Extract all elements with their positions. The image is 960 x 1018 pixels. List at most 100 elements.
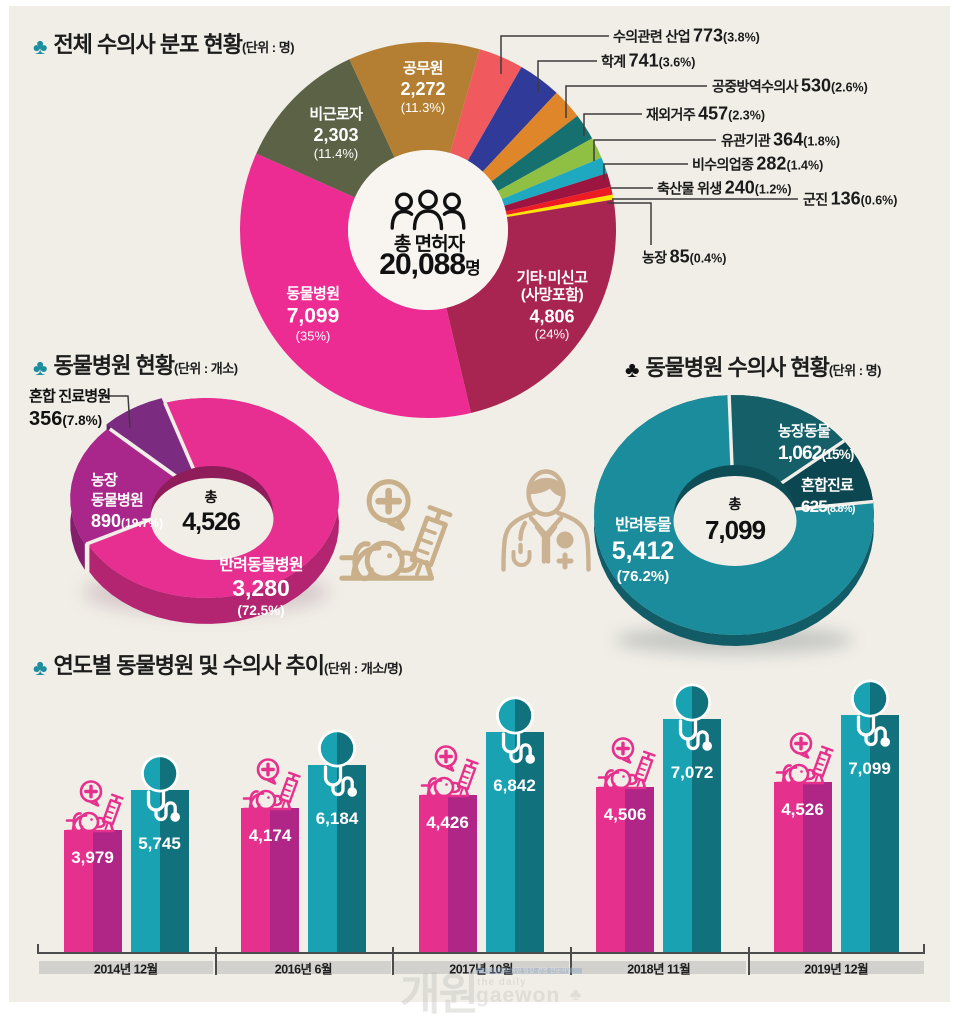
watermark: 개원 수의사를 위한 임상·경영 전문저널 the daily gaewon ♣ — [400, 958, 745, 1018]
callout-hakgye: 학계 741(3.6%) — [601, 50, 696, 71]
watermark-ribbon: 수의사를 위한 임상·경영 전문저널 — [476, 968, 583, 974]
donut-segment-2303 — [256, 59, 395, 198]
axis-tick — [214, 947, 217, 975]
section3-title-text: 연도별 동물병원 및 수의사 추이 — [53, 653, 325, 678]
total-vets-donut-chart — [240, 35, 798, 418]
people-icon — [390, 189, 466, 231]
vet-stethoscope-icon — [850, 679, 892, 749]
donut-segment-457 — [491, 115, 593, 191]
dog-syringe-icon — [774, 731, 834, 785]
slice-label-gita: 기타·미신고 (사망포함) 4,806 (24%) — [516, 269, 589, 342]
axis-tick — [392, 947, 395, 975]
donut-segment-240 — [504, 173, 611, 212]
x-axis-line — [37, 952, 925, 954]
label-honhap-vets: 혼합진료 625(8.8%) — [801, 477, 855, 516]
total-license-label: 총 면허자 — [393, 234, 465, 255]
clover-icon: ♣ — [33, 34, 48, 59]
donut-segment-4806 — [446, 199, 616, 414]
callout-jaeoegeoju: 재외거주 457(2.3%) — [646, 103, 765, 124]
section3-unit: (단위 : 개소/명) — [324, 661, 403, 676]
section2a-title: ♣ 동물병원 현황(단위 : 개소) — [33, 348, 238, 380]
donut-segment-282 — [501, 157, 608, 206]
axis-label: 2016년 6월 — [274, 962, 333, 976]
watermark-daily: the daily — [477, 977, 527, 988]
bar-value-vets: 6,842 — [493, 776, 536, 795]
callout-leader-line — [583, 113, 642, 136]
section2b-unit: (단위 : 명) — [828, 363, 882, 378]
callout-leader-line — [565, 85, 707, 118]
label-nongjang-hospital: 농장 동물병원 890(19.7%) — [91, 472, 164, 531]
bar-value-hospitals: 3,979 — [71, 848, 114, 867]
donut-segment-85 — [506, 194, 614, 218]
donut1-center-value: 20,088명 — [379, 248, 480, 282]
bar-value-vets: 7,072 — [670, 763, 714, 782]
donut-segment-2272 — [349, 42, 480, 158]
honhap-leader-line — [104, 395, 131, 429]
watermark-gaewon-korean: 개원 — [400, 970, 479, 1018]
section1-title: ♣ 전체 수의사 분포 현황(단위 : 명) — [33, 27, 295, 59]
donut-segment-530 — [482, 92, 578, 182]
bar-hospitals-2014년 12월 — [63, 830, 122, 952]
axis-label: 2018년 11월 — [627, 962, 691, 976]
bar-value-vets: 5,745 — [138, 834, 181, 853]
axis-band: 2019년 12월 — [749, 961, 924, 976]
axis-label: 2019년 12월 — [804, 962, 869, 976]
bar-value-hospitals: 4,174 — [248, 826, 292, 845]
bar-vets-2018년 11월 — [663, 719, 721, 952]
pie2a-center: 총 4,526 — [182, 489, 241, 536]
watermark-clover-icon: ♣ — [570, 985, 582, 1004]
bar-vets-2019년 12월 — [840, 715, 899, 952]
section3-title: ♣ 연도별 동물병원 및 수의사 추이(단위 : 개소/명) — [33, 648, 403, 680]
donut-segment-7099 — [240, 153, 471, 418]
dog-syringe-icon — [419, 744, 479, 798]
axis-tick — [37, 944, 39, 954]
label-ballyeo-hospital: 반려동물병원 3,280 (72.5%) — [219, 557, 303, 618]
dog-syringe-icon — [597, 736, 657, 790]
dog-syringe-icon — [336, 469, 450, 583]
bar-value-hospitals: 4,426 — [426, 813, 469, 832]
axis-tick — [747, 947, 750, 975]
slice-label-gongmuwon: 공무원 2,272 (11.3%) — [400, 60, 446, 115]
axis-label: 2017년 10월 — [449, 962, 513, 976]
clover-icon: ♣ — [625, 357, 640, 382]
callout-chuksanmul: 축산물 위생 240(1.2%) — [657, 177, 792, 198]
donut-segment-364 — [497, 138, 602, 200]
callout-suuigwallyeon: 수의관련 산업 773(3.8%) — [613, 25, 760, 46]
clover-icon: ♣ — [33, 655, 48, 680]
axis-tick — [570, 947, 572, 975]
callout-bisuui: 비수의업종 282(1.4%) — [692, 153, 824, 174]
axis-band: 2016년 6월 — [216, 961, 391, 976]
label-ballyeo-vets: 반려동물 5,412 (76.2%) — [611, 517, 675, 586]
axis-label: 2014년 12월 — [93, 962, 158, 976]
section2b-title: ♣ 동물병원 수의사 현황(단위 : 명) — [625, 350, 881, 382]
axis-band: 2017년 10월 — [393, 961, 569, 976]
callout-gongjungbangyeok: 공중방역수의사 530(2.6%) — [712, 75, 868, 96]
donut-segment-741 — [467, 66, 557, 172]
pie3d-top-356 — [106, 398, 203, 494]
axis-band: 2018년 11월 — [571, 961, 746, 976]
callout-yugwangigwan: 유관기관 364(1.8%) — [721, 129, 840, 150]
donut1-center-label: 총 면허자 — [393, 229, 465, 256]
callout-leader-line — [603, 163, 688, 179]
veterinarian-icon — [501, 469, 591, 572]
total-license-value: 20,088 — [379, 248, 466, 281]
hospital-vets-donut-chart — [594, 395, 874, 654]
total-license-suffix: 명 — [465, 259, 481, 278]
bar-value-hospitals: 4,506 — [603, 805, 647, 824]
callout-leader-line — [607, 202, 652, 245]
watermark-gaewon: gaewon — [476, 984, 561, 1007]
callout-leader-line — [593, 139, 716, 161]
axis-tick — [923, 944, 925, 954]
callout-leader-line — [500, 35, 609, 74]
callout-gunjin: 군진 136(0.6%) — [803, 188, 898, 209]
bar-vets-2017년 10월 — [485, 732, 544, 952]
bar-hospitals-2017년 10월 — [418, 795, 477, 952]
donut-segment-136 — [505, 186, 613, 215]
dog-syringe-icon — [64, 779, 124, 833]
section1-title-text: 전체 수의사 분포 현황 — [53, 32, 242, 57]
section2a-unit: (단위 : 개소) — [174, 361, 238, 376]
dog-syringe-icon — [242, 757, 302, 811]
donut-segment-773 — [450, 49, 522, 161]
vet-stethoscope-icon — [495, 696, 537, 766]
